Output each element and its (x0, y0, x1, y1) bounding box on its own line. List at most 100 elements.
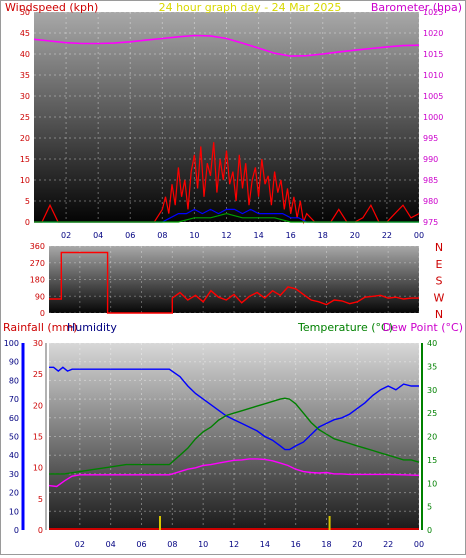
humidity-tick-label: 70 (9, 395, 19, 404)
humidity-tick-label: 50 (9, 433, 19, 442)
x-tick-label: 10 (198, 540, 208, 549)
y-right-tick-label: 995 (423, 134, 438, 143)
compass-label: S (436, 275, 443, 288)
humidity-tick-label: 40 (9, 451, 19, 460)
rain-tick-label: 25 (33, 370, 43, 379)
y-left-tick-label: 20 (20, 134, 30, 143)
panel2-series (49, 251, 419, 314)
rain-tick-label: 20 (33, 401, 43, 410)
y-right-tick-label: 1005 (423, 92, 443, 101)
x-tick-label: 16 (291, 540, 301, 549)
humidity-tick-label: 30 (9, 470, 19, 479)
temperature-tick-label: 10 (427, 479, 437, 488)
y-left-tick-label: 270 (30, 259, 45, 268)
y-right-tick-label: 1010 (423, 71, 443, 80)
compass-label: N (435, 241, 443, 254)
temperature-tick-label: 15 (427, 456, 437, 465)
x-tick-label: 04 (93, 231, 103, 240)
compass-label: E (436, 258, 443, 271)
humidity-tick-label: 20 (9, 489, 19, 498)
y-right-tick-label: 1000 (423, 113, 443, 122)
y-left-tick-label: 10 (20, 176, 30, 185)
x-tick-label: 10 (189, 231, 199, 240)
y-left-tick-label: 5 (25, 197, 30, 206)
rain-tick-label: 30 (33, 339, 43, 348)
y-left-tick-label: 15 (20, 155, 30, 164)
temperature-tick-label: 30 (427, 386, 437, 395)
temperature-tick-label: 40 (427, 339, 437, 348)
x-tick-label: 02 (61, 231, 71, 240)
humidity-tick-label: 0 (14, 526, 19, 535)
x-tick-label: 20 (352, 540, 362, 549)
compass-label: W (434, 291, 445, 304)
humidity-tick-label: 10 (9, 507, 19, 516)
panel3-dewpoint-axis-label: Dew Point (°C) (383, 321, 463, 334)
rain-tick-label: 15 (33, 433, 43, 442)
y-left-tick-label: 90 (35, 292, 45, 301)
x-tick-label: 00 (414, 231, 424, 240)
humidity-tick-label: 60 (9, 414, 19, 423)
y-left-tick-label: 0 (25, 218, 30, 227)
y-right-tick-label: 1020 (423, 29, 443, 38)
rain-tick-label: 10 (33, 464, 43, 473)
panel1-title: 24 hour graph day - 24 Mar 2025 (159, 1, 342, 14)
panel3-series (48, 366, 420, 530)
y-right-tick-label: 980 (423, 197, 438, 206)
temperature-tick-label: 25 (427, 409, 437, 418)
x-tick-label: 08 (167, 540, 177, 549)
x-tick-label: 08 (157, 231, 167, 240)
x-tick-label: 04 (106, 540, 116, 549)
temperature-tick-label: 35 (427, 362, 437, 371)
panel1-grid (34, 11, 420, 223)
x-tick-label: 06 (136, 540, 146, 549)
rain-tick-label: 5 (38, 495, 43, 504)
dew-point-line (48, 458, 420, 488)
y-right-tick-label: 975 (423, 218, 438, 227)
temperature-tick-label: 5 (427, 503, 432, 512)
temperature-tick-label: 20 (427, 433, 437, 442)
humidity-line (49, 366, 419, 451)
panel3-grid (21, 342, 423, 531)
y-right-tick-label: 1015 (423, 50, 443, 59)
panel3-tick-labels: 0102030405060708090100051015202530051015… (4, 339, 437, 549)
panel3-rain-axis-label: Rainfall (mm) (3, 321, 77, 334)
y-right-tick-label: 985 (423, 176, 438, 185)
panel1-left-axis-label: Windspeed (kph) (5, 1, 98, 14)
x-tick-label: 22 (382, 231, 392, 240)
x-tick-label: 00 (414, 540, 424, 549)
y-right-tick-label: 990 (423, 155, 438, 164)
x-tick-label: 20 (350, 231, 360, 240)
y-left-tick-label: 25 (20, 113, 30, 122)
x-tick-label: 12 (221, 231, 231, 240)
panel1-tick-labels: 0510152025303540455097598098599099510001… (20, 8, 444, 240)
y-left-tick-label: 360 (30, 242, 45, 251)
x-tick-label: 02 (75, 540, 85, 549)
temperature-line (49, 397, 420, 475)
panel1-plot-background (34, 12, 419, 222)
x-tick-label: 06 (125, 231, 135, 240)
y-left-tick-label: 180 (30, 276, 45, 285)
rain-tick-label: 0 (38, 526, 43, 535)
x-tick-label: 18 (318, 231, 328, 240)
wind-direction-line (49, 251, 419, 314)
y-left-tick-label: 40 (20, 50, 30, 59)
y-left-tick-label: 50 (20, 8, 30, 17)
x-tick-label: 22 (383, 540, 393, 549)
x-tick-label: 12 (229, 540, 239, 549)
panel3-temperature-axis-label: Temperature (°C) (297, 321, 393, 334)
x-tick-label: 14 (253, 231, 263, 240)
panel1-right-axis-label: Barometer (hpa) (371, 1, 462, 14)
wind-lull-line (34, 212, 419, 223)
y-left-tick-label: 35 (20, 71, 30, 80)
panel3-plot-background (49, 343, 419, 530)
x-tick-label: 18 (321, 540, 331, 549)
humidity-tick-label: 80 (9, 376, 19, 385)
humidity-tick-label: 90 (9, 358, 19, 367)
x-tick-label: 14 (260, 540, 270, 549)
y-right-tick-label: 1025 (423, 8, 443, 17)
humidity-tick-label: 100 (4, 339, 19, 348)
temperature-tick-label: 0 (427, 526, 432, 535)
x-tick-label: 16 (286, 231, 296, 240)
